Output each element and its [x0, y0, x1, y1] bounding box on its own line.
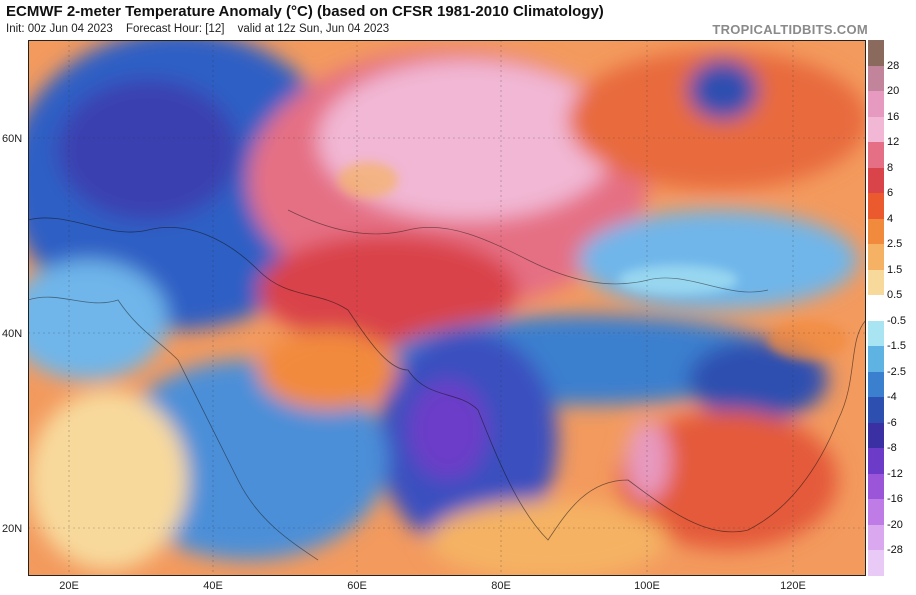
- lon-label-20e: 20E: [59, 580, 79, 592]
- warm-spot-urals: [338, 162, 398, 198]
- colorbar-segment: [868, 193, 884, 220]
- colorbar-label: -12: [887, 467, 903, 480]
- colorbar-segment: [868, 167, 884, 194]
- colorbar-segment: [868, 91, 884, 118]
- lat-label-20n: 20N: [2, 523, 23, 535]
- colorbar-segment: [868, 142, 884, 169]
- colorbar-segment: [868, 397, 884, 424]
- init-time: Init: 00z Jun 04 2023: [6, 23, 113, 35]
- colorbar-label: 12: [887, 136, 900, 149]
- cold-core-india: [408, 380, 488, 480]
- lon-label-80e: 80E: [491, 580, 511, 592]
- colorbar-segment: [868, 65, 884, 92]
- valid-time: valid at 12z Sun, Jun 04 2023: [237, 23, 390, 35]
- lat-label-40n: 40N: [2, 328, 23, 340]
- map-subtitle: Init: 00z Jun 04 2023 Forecast Hour: [12…: [6, 23, 399, 35]
- colorbar-segment: [868, 40, 884, 67]
- colorbar-label: -0.5: [887, 314, 906, 327]
- cool-balkans: [28, 260, 168, 380]
- colorbar-label: -2.5: [887, 365, 906, 378]
- colorbar-segment: [868, 499, 884, 526]
- colorbar-label: -8: [887, 442, 897, 455]
- colorbar-segment: [868, 116, 884, 143]
- warm-kazakhstan: [258, 235, 518, 345]
- colorbar-label: -6: [887, 416, 897, 429]
- colorbar-label: 4: [887, 212, 894, 225]
- colorbar-segment: [868, 269, 884, 296]
- colorbar-segment: [868, 550, 884, 577]
- border-line-asia: [287, 209, 769, 293]
- colorbar-label: 1.5: [887, 263, 903, 276]
- colorbar-label: 28: [887, 59, 900, 72]
- lon-label-60e: 60E: [347, 580, 367, 592]
- colorbar-label: -16: [887, 493, 903, 506]
- colorbar-segment: [868, 422, 884, 449]
- colorbar-segment: [868, 448, 884, 475]
- colorbar-segment: [868, 473, 884, 500]
- lon-label-40e: 40E: [203, 580, 223, 592]
- colorbar-label: -4: [887, 391, 897, 404]
- colorbar-label: -20: [887, 518, 903, 531]
- site-brand: TROPICALTIDBITS.COM: [712, 22, 868, 37]
- border-line: [28, 296, 319, 561]
- colorbar-label: -1.5: [887, 340, 906, 353]
- lon-label-120e: 120E: [780, 580, 806, 592]
- colorbar-label: -28: [887, 544, 903, 557]
- warm-south-india: [428, 500, 668, 576]
- cold-core-europe: [58, 80, 238, 220]
- map-title: ECMWF 2-meter Temperature Anomaly (°C) (…: [6, 3, 604, 20]
- cold-spot-east-siberia: [688, 60, 758, 120]
- warm-south-china: [618, 410, 838, 550]
- cool-spot-mongolia: [618, 265, 738, 295]
- cold-east-china: [688, 340, 828, 420]
- map-frame: [28, 40, 866, 576]
- lat-label-60n: 60N: [2, 133, 23, 145]
- colorbar-segment: [868, 346, 884, 373]
- map-canvas: [28, 40, 866, 576]
- colorbar-segment: [868, 371, 884, 398]
- warm-east-siberia: [568, 50, 866, 190]
- colorbar-label: 6: [887, 187, 894, 200]
- colorbar-label: 8: [887, 161, 894, 174]
- warm-egypt: [28, 390, 188, 570]
- warm-spot-korea: [768, 320, 848, 360]
- colorbar-segment: [868, 218, 884, 245]
- anomaly-map: [28, 40, 866, 576]
- colorbar-segment: [868, 320, 884, 347]
- lon-label-100e: 100E: [634, 580, 660, 592]
- warm-iran: [258, 330, 398, 410]
- colorbar-segment: [868, 244, 884, 271]
- colorbar-label: 0.5: [887, 289, 903, 302]
- warm-yunnan: [626, 420, 670, 500]
- colorbar-label: 2.5: [887, 238, 903, 251]
- graticule: [28, 40, 866, 576]
- colorbar: [868, 40, 884, 577]
- colorbar-label: 16: [887, 110, 900, 123]
- colorbar-label: 20: [887, 85, 900, 98]
- cool-mongolia: [578, 210, 858, 310]
- forecast-hour: Forecast Hour: [12]: [125, 23, 225, 35]
- colorbar-segment: [868, 524, 884, 551]
- coastline: [28, 217, 866, 541]
- colorbar-segment: [868, 295, 884, 322]
